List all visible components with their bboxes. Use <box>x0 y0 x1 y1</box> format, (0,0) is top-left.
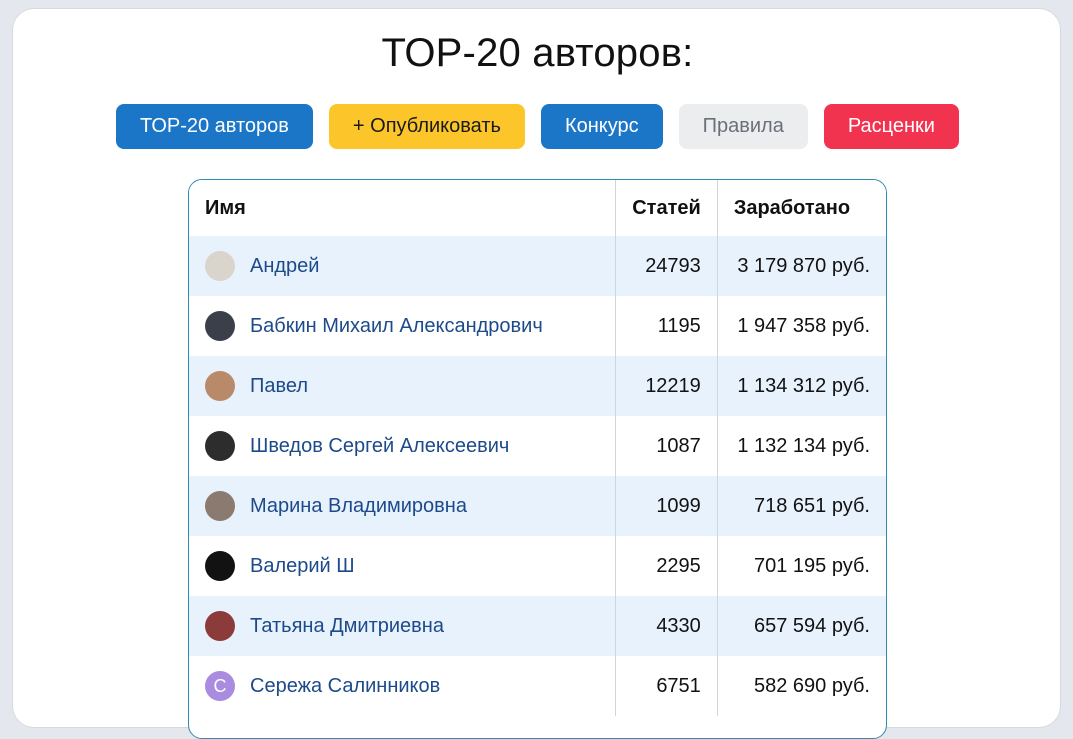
author-entry: С Сережа Салинников <box>205 671 599 701</box>
table-row: Бабкин Михаил Александрович 1195 1 947 358… <box>189 296 886 356</box>
cell-earned: 718 651 руб. <box>716 476 886 536</box>
cell-earned: 582 690 руб. <box>716 656 886 716</box>
table-body: Андрей 24793 3 179 870 руб. Бабкин Михаил А… <box>189 236 886 716</box>
rules-button[interactable]: Правила <box>678 104 808 149</box>
cell-name: Андрей <box>189 236 616 296</box>
cell-articles: 1087 <box>615 416 718 476</box>
contest-button[interactable]: Конкурс <box>540 104 663 149</box>
table-row: Шведов Сергей Алексеевич 1087 1 132 134 ру… <box>189 416 886 476</box>
author-name-link[interactable]: Павел <box>250 374 309 397</box>
author-entry: Бабкин Михаил Александрович <box>205 311 599 341</box>
cell-earned: 701 195 руб. <box>716 536 886 596</box>
table-row: Валерий Ш 2295 701 195 руб. <box>189 536 886 596</box>
author-entry: Марина Владимировна <box>205 491 599 521</box>
cell-name: Шведов Сергей Алексеевич <box>189 416 616 476</box>
author-name-link[interactable]: Валерий Ш <box>250 554 355 577</box>
author-name-link[interactable]: Шведов Сергей Алексеевич <box>250 434 510 457</box>
author-name-link[interactable]: Сережа Салинников <box>250 674 441 697</box>
cell-articles: 1195 <box>615 296 718 356</box>
publish-button[interactable]: + Опубликовать <box>328 104 525 149</box>
author-entry: Татьяна Дмитриевна <box>205 611 599 641</box>
avatar[interactable] <box>205 551 235 581</box>
page-title: ТОР-20 авторов: <box>381 31 694 75</box>
cell-articles: 2295 <box>615 536 718 596</box>
cell-articles: 4330 <box>615 596 718 656</box>
avatar[interactable]: С <box>205 671 235 701</box>
avatar[interactable] <box>205 251 235 281</box>
prices-button[interactable]: Расценки <box>823 104 959 149</box>
cell-name: Павел <box>189 356 616 416</box>
table-row: С Сережа Салинников 6751 582 690 руб. <box>189 656 886 716</box>
author-entry: Валерий Ш <box>205 551 599 581</box>
cell-name: Татьяна Дмитриевна <box>189 596 616 656</box>
authors-table: Имя Статей Заработано Андрей 24793 3 179 8… <box>188 179 887 739</box>
cell-earned: 657 594 руб. <box>716 596 886 656</box>
cell-earned: 3 179 870 руб. <box>716 236 886 296</box>
cell-name: Бабкин Михаил Александрович <box>189 296 616 356</box>
cell-name: Марина Владимировна <box>189 476 616 536</box>
author-name-link[interactable]: Марина Владимировна <box>250 494 467 517</box>
top20-authors-button[interactable]: ТОР-20 авторов <box>116 104 313 149</box>
cell-articles: 6751 <box>615 656 718 716</box>
cell-articles: 12219 <box>615 356 718 416</box>
author-entry: Андрей <box>205 251 599 281</box>
avatar[interactable] <box>205 371 235 401</box>
author-name-link[interactable]: Татьяна Дмитриевна <box>250 614 444 637</box>
table-row: Андрей 24793 3 179 870 руб. <box>189 236 886 296</box>
table-header-row: Имя Статей Заработано <box>189 180 886 236</box>
cell-articles: 1099 <box>615 476 718 536</box>
author-entry: Павел <box>205 371 599 401</box>
header-earned: Заработано <box>716 180 886 236</box>
author-name-link[interactable]: Андрей <box>250 254 320 277</box>
main-card: ТОР-20 авторов: ТОР-20 авторов + Опублик… <box>12 8 1062 739</box>
cell-earned: 1 134 312 руб. <box>716 356 886 416</box>
cell-name: С Сережа Салинников <box>189 656 616 716</box>
cell-earned: 1 132 134 руб. <box>716 416 886 476</box>
author-entry: Шведов Сергей Алексеевич <box>205 431 599 461</box>
header-articles: Статей <box>615 180 718 236</box>
header-name: Имя <box>189 180 616 236</box>
table-row: Татьяна Дмитриевна 4330 657 594 руб. <box>189 596 886 656</box>
avatar[interactable] <box>205 431 235 461</box>
avatar[interactable] <box>205 311 235 341</box>
cell-name: Валерий Ш <box>189 536 616 596</box>
action-buttons: ТОР-20 авторов + Опубликовать Конкурс Пр… <box>13 104 1062 149</box>
avatar[interactable] <box>205 491 235 521</box>
cell-articles: 24793 <box>615 236 718 296</box>
avatar[interactable] <box>205 611 235 641</box>
cell-earned: 1 947 358 руб. <box>716 296 886 356</box>
table-row: Павел 12219 1 134 312 руб. <box>189 356 886 416</box>
table-row: Марина Владимировна 1099 718 651 руб. <box>189 476 886 536</box>
author-name-link[interactable]: Бабкин Михаил Александрович <box>250 314 543 337</box>
